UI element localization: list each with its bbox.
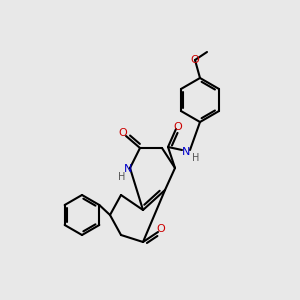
Text: H: H — [118, 172, 126, 182]
Text: O: O — [190, 55, 200, 65]
Text: O: O — [174, 122, 182, 132]
Text: O: O — [157, 224, 165, 234]
Text: H: H — [192, 153, 200, 163]
Text: N: N — [124, 164, 132, 174]
Text: N: N — [182, 147, 190, 157]
Text: O: O — [118, 128, 127, 138]
